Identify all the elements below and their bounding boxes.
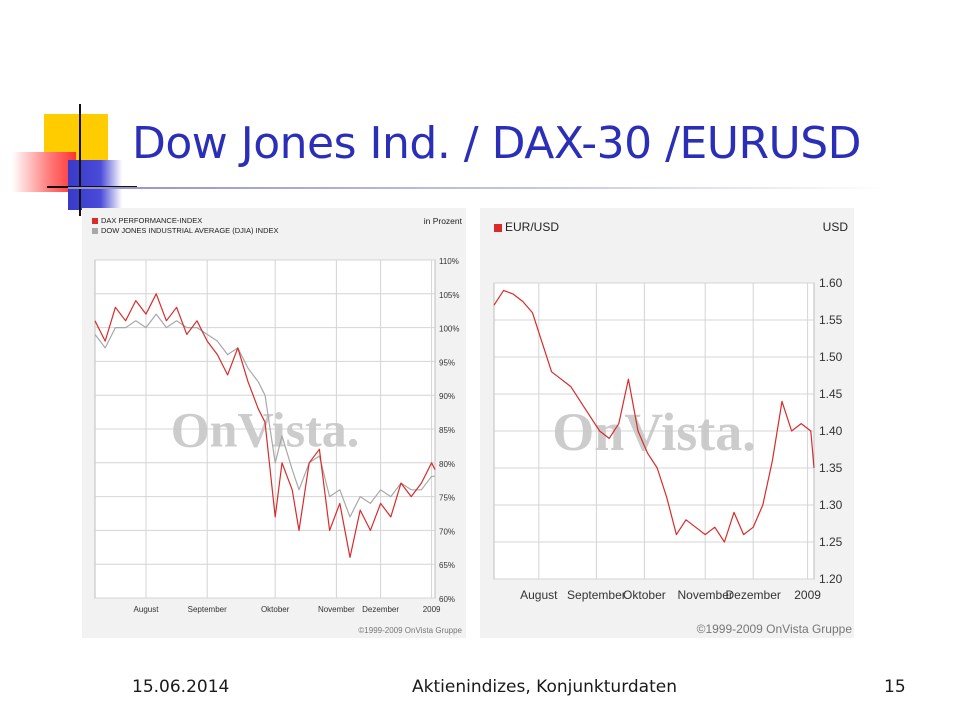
watermark-onvista: OnVista. — [552, 402, 756, 462]
copyright-label: ©1999-2009 OnVista Gruppe — [358, 626, 462, 635]
series-line-2 — [94, 313, 435, 518]
x-tick-label: September — [567, 588, 626, 602]
copyright-label: ©1999-2009 OnVista Gruppe — [697, 622, 853, 636]
y-tick-label: 60% — [439, 595, 455, 604]
y-tick-label: 105% — [439, 291, 459, 300]
x-tick-label: August — [520, 588, 558, 602]
y-tick-label: 1.45 — [819, 387, 843, 401]
x-tick-label: Dezember — [362, 605, 399, 614]
x-tick-label: 2009 — [794, 588, 821, 602]
legend-swatch — [92, 228, 98, 234]
y-tick-label: 80% — [439, 460, 455, 469]
y-tick-label: 90% — [439, 392, 455, 401]
deco-red-square — [12, 152, 76, 192]
slide-title: Dow Jones Ind. / DAX-30 /EURUSD — [132, 118, 862, 169]
title-underline — [68, 187, 888, 189]
unit-label: in Prozent — [424, 216, 463, 226]
legend-swatch — [92, 218, 98, 224]
watermark-onvista: OnVista. — [171, 402, 359, 458]
legend-swatch — [494, 224, 502, 232]
y-tick-label: 1.50 — [819, 350, 843, 364]
eurusd-chart-svg: 1.60 1.55 1.50 1.45 1.40 1.35 1.30 1.25 1.20 Augu… — [493, 220, 853, 636]
y-tick-label: 1.20 — [819, 572, 843, 586]
y-tick-label: 1.30 — [819, 498, 843, 512]
y-tick-label: 70% — [439, 527, 455, 536]
legend-label: DOW JONES INDUSTRIAL AVERAGE (DJIA) INDE… — [101, 226, 279, 235]
deco-blue-square — [68, 160, 122, 210]
eurusd-chart: 1.60 1.55 1.50 1.45 1.40 1.35 1.30 1.25 1.20 Augu… — [480, 208, 854, 638]
x-tick-label: November — [678, 588, 733, 602]
y-tick-label: 1.40 — [819, 424, 843, 438]
footer-title: Aktienindizes, Konjunkturdaten — [412, 677, 677, 697]
y-tick-label: 1.55 — [819, 313, 843, 327]
legend-label: DAX PERFORMANCE-INDEX — [101, 216, 202, 225]
y-tick-label: 95% — [439, 358, 455, 367]
x-tick-label: August — [134, 605, 160, 614]
page-number: 15 — [884, 677, 906, 697]
series-line-1 — [94, 293, 436, 558]
x-tick-label: November — [318, 605, 355, 614]
footer-date: 15.06.2014 — [132, 677, 230, 697]
unit-label: USD — [823, 220, 849, 234]
y-tick-label: 1.35 — [819, 461, 843, 475]
x-tick-label: Dezember — [726, 588, 781, 602]
dax-djia-chart-svg: 110% 105% 100% 95% 90% 85% 80% 75% 70% 65% 60% Augu… — [92, 216, 463, 635]
title-decoration — [0, 0, 140, 220]
y-tick-label: 1.60 — [819, 276, 843, 290]
deco-vertical-line — [79, 104, 81, 216]
y-tick-label: 110% — [439, 257, 459, 266]
y-tick-label: 75% — [439, 494, 455, 503]
y-tick-label: 65% — [439, 561, 455, 570]
y-tick-label: 85% — [439, 426, 455, 435]
x-tick-label: Oktober — [261, 605, 290, 614]
series-line-1 — [493, 289, 815, 543]
y-tick-label: 1.25 — [819, 535, 843, 549]
x-tick-label: September — [188, 605, 227, 614]
legend-label: EUR/USD — [505, 220, 559, 234]
x-tick-label: Oktober — [623, 588, 666, 602]
dax-djia-chart: 110% 105% 100% 95% 90% 85% 80% 75% 70% 65% 60% Augu… — [82, 208, 466, 638]
x-tick-label: 2009 — [423, 605, 441, 614]
y-tick-label: 100% — [439, 325, 459, 334]
